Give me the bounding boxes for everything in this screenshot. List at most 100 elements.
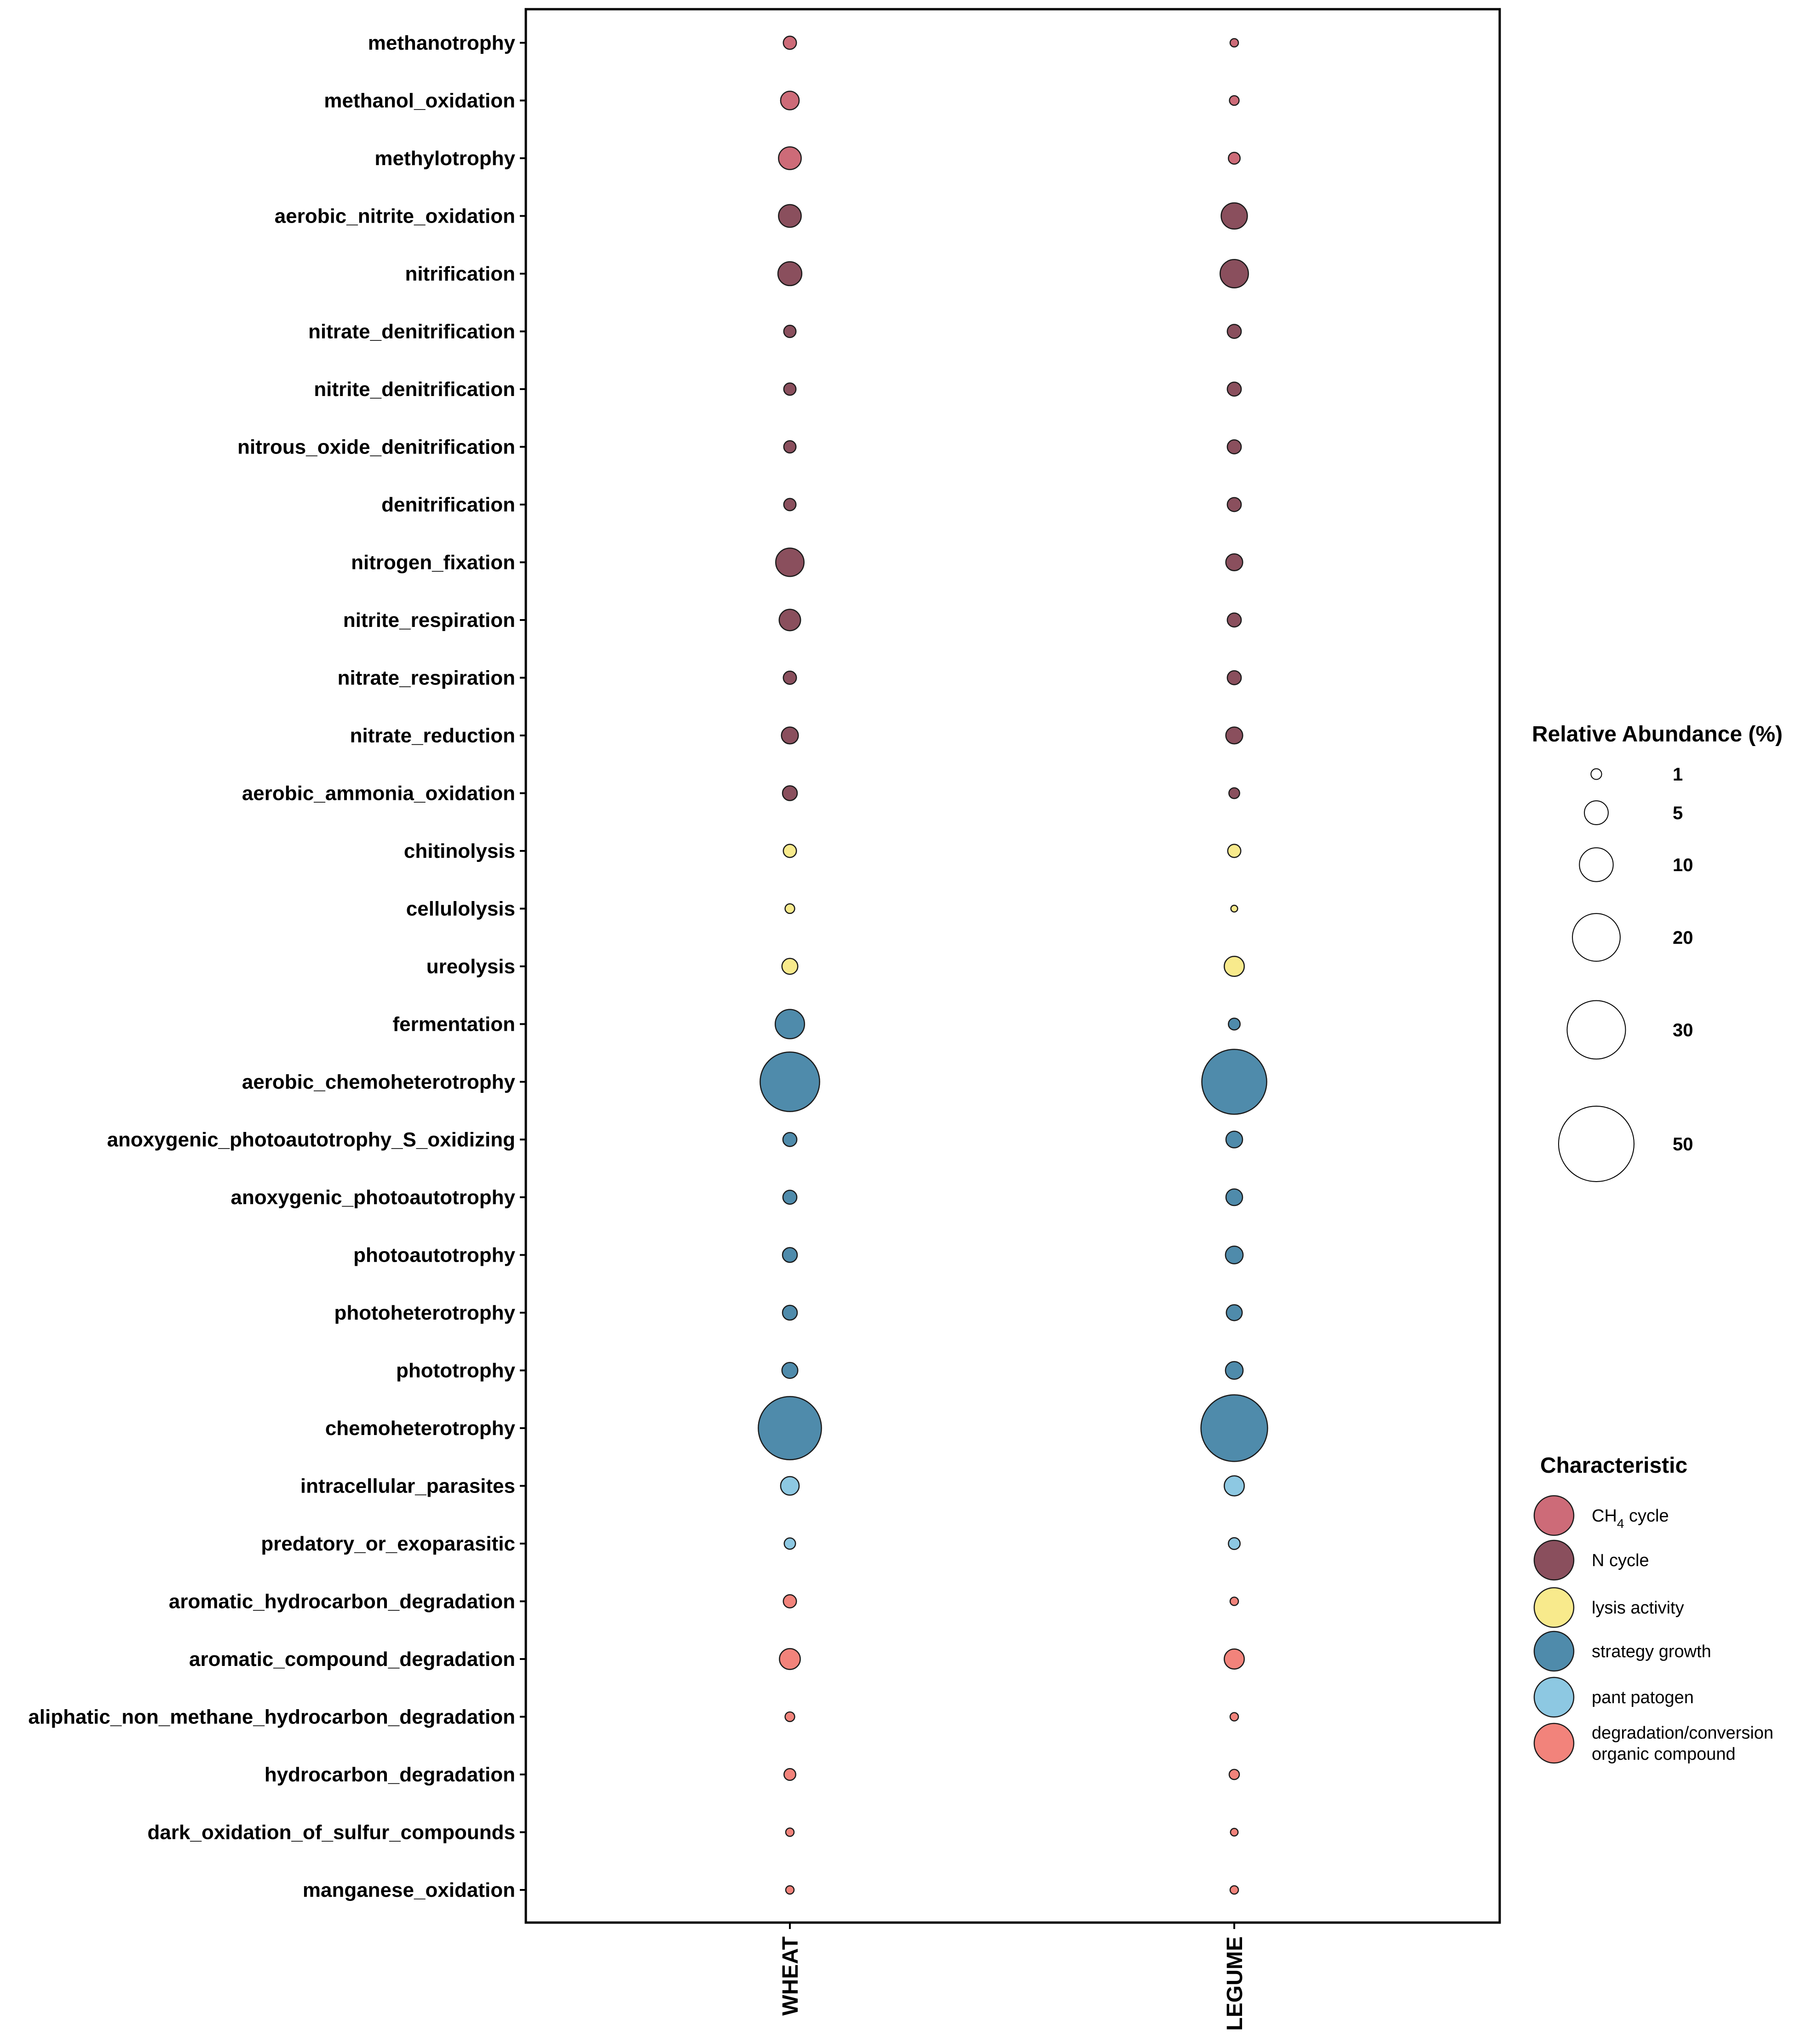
color-legend-key-pathogen [1533,1677,1575,1718]
color-legend-key-lysis [1533,1587,1575,1628]
bubble-aerobic_ammonia_oxidation-legume [1228,787,1240,799]
y-tick-label: aerobic_nitrite_oxidation [275,205,515,228]
size-legend-label: 1 [1673,764,1683,785]
bubble-manganese_oxidation-wheat [785,1885,795,1895]
y-tick-label: predatory_or_exoparasitic [261,1533,515,1555]
bubble-methanol_oxidation-wheat [780,91,800,110]
bubble-methanol_oxidation-legume [1229,95,1240,106]
x-tick-label-legume: LEGUME [1223,1936,1247,2031]
bubble-predatory_or_exoparasitic-wheat [783,1537,796,1550]
bubble-nitrate_denitrification-legume [1226,324,1242,339]
bubble-anoxygenic_photoautotrophy_S_oxidizing-legume [1225,1131,1243,1148]
bubble-chemoheterotrophy-wheat [758,1396,822,1460]
bubble-chemoheterotrophy-legume [1200,1394,1268,1462]
bubble-predatory_or_exoparasitic-legume [1228,1537,1241,1550]
y-tick-label: anoxygenic_photoautotrophy_S_oxidizing [107,1129,515,1151]
size-legend-circle-30 [1566,1000,1626,1060]
y-tick-label: chitinolysis [404,840,515,862]
y-tick-label: nitrification [405,263,515,285]
x-tick-label-wheat: WHEAT [778,1936,803,2015]
bubble-manganese_oxidation-legume [1229,1885,1239,1895]
bubble-chitinolysis-wheat [783,844,797,858]
bubble-denitrification-legume [1226,497,1242,512]
bubble-nitrification-legume [1220,259,1249,288]
bubble-nitrite_respiration-legume [1226,612,1242,628]
bubble-aerobic_nitrite_oxidation-wheat [778,204,802,228]
bubble-nitrous_oxide_denitrification-legume [1226,439,1242,454]
color-legend-title: Characteristic [1540,1453,1687,1478]
bubble-anoxygenic_photoautotrophy-legume [1225,1188,1243,1206]
y-tick-label: phototrophy [396,1360,516,1382]
y-tick-label: cellulolysis [406,898,515,920]
y-tick-label: hydrocarbon_degradation [265,1763,515,1786]
size-legend-title: Relative Abundance (%) [1532,722,1783,746]
y-tick-label: dark_oxidation_of_sulfur_compounds [148,1821,515,1844]
color-legend-label: strategy growth [1592,1642,1711,1661]
bubble-photoheterotrophy-wheat [782,1304,798,1321]
y-tick-label: photoautotrophy [353,1244,515,1267]
bubble-dark_oxidation_of_sulfur_compounds-wheat [785,1827,795,1837]
y-tick-label: aromatic_compound_degradation [189,1648,515,1671]
y-tick-label: manganese_oxidation [303,1879,515,1901]
bubble-photoautotrophy-wheat [782,1247,798,1263]
bubble-methylotrophy-legume [1228,152,1241,165]
y-tick-label: aerobic_chemoheterotrophy [242,1071,516,1093]
y-tick-label: methanotrophy [368,32,516,54]
bubble-aromatic_compound_degradation-legume [1224,1648,1245,1670]
y-tick-label: denitrification [381,494,515,516]
y-tick-label: anoxygenic_photoautotrophy [231,1186,516,1209]
bubble-hydrocarbon_degradation-wheat [783,1768,796,1781]
color-legend-label-line2: organic compound [1592,1745,1736,1764]
bubble-dark_oxidation_of_sulfur_compounds-legume [1230,1828,1239,1837]
size-legend-label: 10 [1673,855,1693,875]
y-tick-label: photoheterotrophy [334,1302,515,1324]
bubble-phototrophy-legume [1225,1361,1244,1380]
bubble-nitrogen_fixation-legume [1225,553,1243,572]
bubble-aromatic_hydrocarbon_degradation-wheat [783,1594,797,1608]
bubble-nitrite_denitrification-legume [1226,381,1242,397]
size-legend-label: 50 [1673,1134,1693,1154]
size-legend-circle-5 [1584,800,1609,825]
color-legend-label: N cycle [1592,1551,1649,1570]
bubble-fermentation-legume [1228,1017,1241,1031]
panel-border [524,8,1501,1924]
bubble-aerobic_chemoheterotrophy-wheat [760,1051,820,1112]
color-legend-key-ch4 [1533,1495,1575,1536]
bubble-aerobic_ammonia_oxidation-wheat [782,785,798,801]
size-legend-label: 20 [1673,928,1693,948]
bubble-denitrification-wheat [783,498,797,511]
size-legend-circle-20 [1572,913,1621,962]
y-tick-label: fermentation [393,1013,515,1036]
bubble-aerobic_nitrite_oxidation-legume [1220,202,1248,230]
bubble-aromatic_compound_degradation-wheat [779,1648,801,1670]
y-tick-label: nitrite_respiration [343,609,515,632]
bubble-photoautotrophy-legume [1225,1246,1244,1264]
bubble-anoxygenic_photoautotrophy_S_oxidizing-wheat [782,1132,798,1147]
bubble-aliphatic_non_methane_hydrocarbon_degradation-legume [1229,1712,1239,1722]
bubble-anoxygenic_photoautotrophy-wheat [782,1189,798,1205]
color-legend-key-degradation [1533,1722,1575,1764]
bubble-aerobic_chemoheterotrophy-legume [1201,1049,1267,1115]
y-tick-label: nitrate_respiration [338,667,515,689]
size-legend-circle-1 [1590,768,1602,780]
size-legend-circle-10 [1579,847,1614,882]
color-legend-label: lysis activity [1592,1598,1684,1618]
bubble-intracellular_parasites-wheat [780,1476,800,1496]
bubble-nitrate_respiration-legume [1226,670,1242,685]
bubble-nitrous_oxide_denitrification-wheat [783,440,797,454]
bubble-methanotrophy-wheat [783,35,797,50]
y-tick-label: nitrous_oxide_denitrification [237,436,515,459]
bubble-cellulolysis-legume [1230,904,1238,913]
bubble-hydrocarbon_degradation-legume [1228,1768,1240,1780]
bubble-nitrite_respiration-wheat [778,609,801,632]
color-legend-label: CH4 cycle [1592,1506,1669,1531]
y-tick-label: methanol_oxidation [324,90,515,112]
y-tick-label: nitrite_denitrification [314,378,515,401]
bubble-nitrate_denitrification-wheat [783,325,797,338]
y-tick-label: aromatic_hydrocarbon_degradation [169,1590,515,1613]
bubble-nitrogen_fixation-wheat [775,547,805,577]
bubble-nitrate_respiration-wheat [783,671,797,685]
bubble-phototrophy-wheat [781,1362,799,1379]
y-tick-label: nitrogen_fixation [351,551,515,574]
